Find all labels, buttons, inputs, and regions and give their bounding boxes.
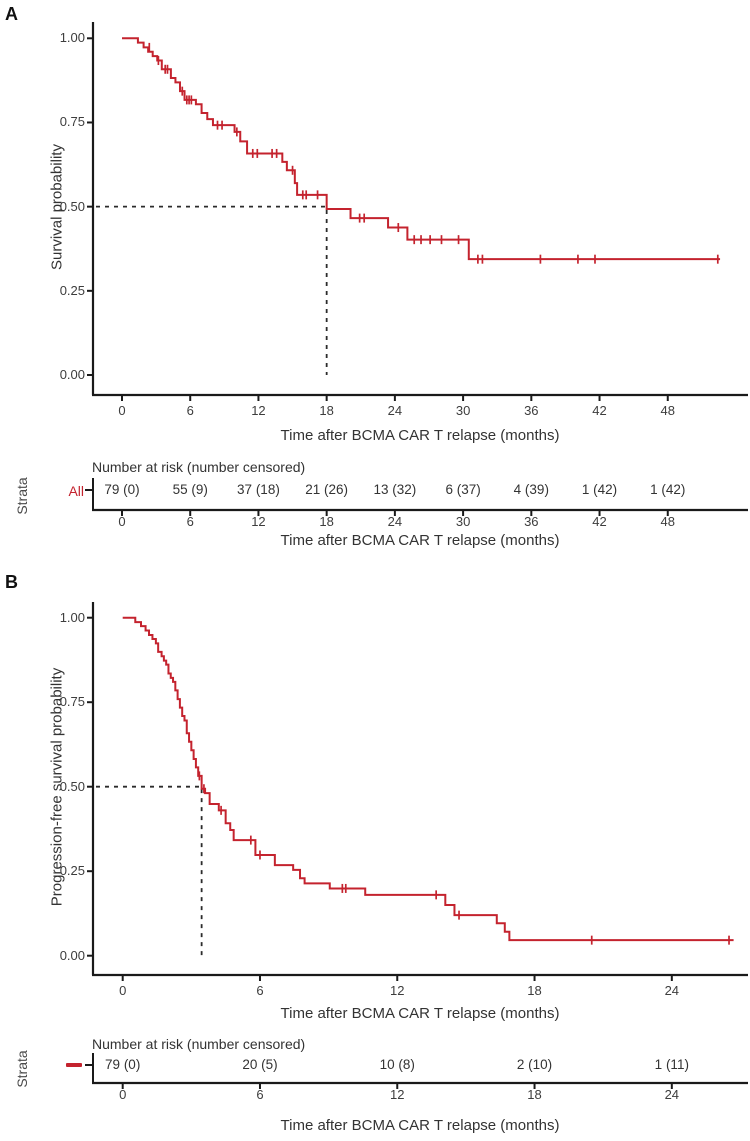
panel-a-y-tick-label: 0.25 [59,282,85,298]
panel-a-strata-axis-label: Strata [14,477,30,515]
panel-a-risk-value: 1 (42) [581,482,618,497]
panel-a-risk-table-title: Number at risk (number censored) [92,459,306,475]
panel-b-risk-x-tick-label: 24 [664,1087,680,1102]
panel-a-risk-x-tick-label: 48 [660,514,675,529]
panel-a-x-tick-label: 0 [118,403,126,418]
panel-a-x-tick-label: 30 [455,403,471,418]
panel-a-risk-x-tick-label: 30 [455,514,471,529]
panel-a-km-curve [122,37,721,261]
panel-b-y-tick-label: 0.50 [59,778,85,794]
panel-a-y-tick-label: 0.50 [59,198,85,214]
panel-a-risk-x-tick-label: 12 [251,514,266,529]
panel-b-label: B [5,572,18,592]
panel-a-risk-value: 1 (42) [650,482,686,497]
panel-b-x-tick-label: 0 [119,983,127,998]
panel-b-risk-value: 10 (8) [379,1057,415,1072]
panel-a-risk-value: 55 (9) [172,482,208,497]
panel-a-median-dashed-line [96,205,328,375]
panel-b-risk-table-title: Number at risk (number censored) [92,1036,306,1052]
panel-a-risk-value: 21 (26) [305,482,349,497]
panel-b-x-tick-label: 12 [390,983,405,998]
panel-b-risk-value: 1 (11) [654,1057,689,1072]
panel-a-risk-value: 79 (0) [104,482,140,497]
panel-a-x-tick-label: 48 [660,403,675,418]
panel-b-x-tick-label: 24 [664,983,680,998]
panel-b-y-tick-label: 0.25 [59,863,85,879]
panel-b-km-curve [122,616,734,942]
panel-a-risk-x-tick-label: 24 [387,514,403,529]
panel-b-risk-x-axis-title: Time after BCMA CAR T relapse (months) [280,1117,560,1134]
panel-a-x-axis-title: Time after BCMA CAR T relapse (months) [280,427,560,444]
panel-a-risk-x-tick-label: 18 [319,514,334,529]
panel-b-x-axis-title: Time after BCMA CAR T relapse (months) [280,1005,560,1022]
panel-a-risk-x-tick-label: 42 [592,514,607,529]
panel-a-risk-value: 6 (37) [445,482,481,497]
panel-a-risk-x-tick-label: 36 [524,514,539,529]
panel-a-x-tick-label: 24 [387,403,403,418]
panel-a-label: A [5,4,18,24]
panel-b-risk-x-tick-label: 6 [256,1087,264,1102]
panel-b-x-tick-label: 6 [256,983,264,998]
panel-a-y-tick-label: 0.00 [59,367,85,382]
panel-a-x-tick-label: 12 [251,403,266,418]
panel-b-risk-value: 79 (0) [105,1057,141,1072]
panel-a-y-tick-label: 1.00 [59,30,85,46]
panel-b-y-tick-label: 0.75 [59,694,85,710]
panel-b-y-tick-label: 1.00 [59,609,85,625]
panel-b-y-tick-label: 0.00 [59,947,85,963]
panel-b-strata-dash-marker [66,1063,82,1067]
panel-a-x-tick-label: 36 [524,403,539,418]
panel-b-risk-value: 20 (5) [242,1057,278,1072]
panel-a-risk-x-tick-label: 6 [186,514,194,529]
panel-b-risk-value: 2 (10) [516,1057,553,1072]
panel-b-strata-axis-label: Strata [14,1050,30,1088]
panel-a-y-tick-label: 0.75 [59,114,85,130]
panel-a-x-tick-label: 42 [592,403,607,418]
panel-b-x-tick-label: 18 [527,983,542,998]
panel-a-risk-value: 37 (18) [237,482,280,497]
panel-a-strata-name: All [68,483,84,499]
panel-a-x-tick-label: 6 [186,403,194,418]
panel-b-risk-x-tick-label: 0 [119,1087,127,1102]
panel-b-median-dashed-line [96,785,203,956]
panel-a-risk-x-tick-label: 0 [118,514,126,529]
panel-b-risk-x-tick-label: 18 [527,1087,542,1102]
panel-a-x-tick-label: 18 [319,403,334,418]
panel-a-risk-x-axis-title: Time after BCMA CAR T relapse (months) [280,532,560,549]
panel-a-risk-value: 4 (39) [513,482,549,497]
panel-a-risk-value: 13 (32) [373,482,417,497]
panel-b-risk-x-tick-label: 12 [390,1087,405,1102]
